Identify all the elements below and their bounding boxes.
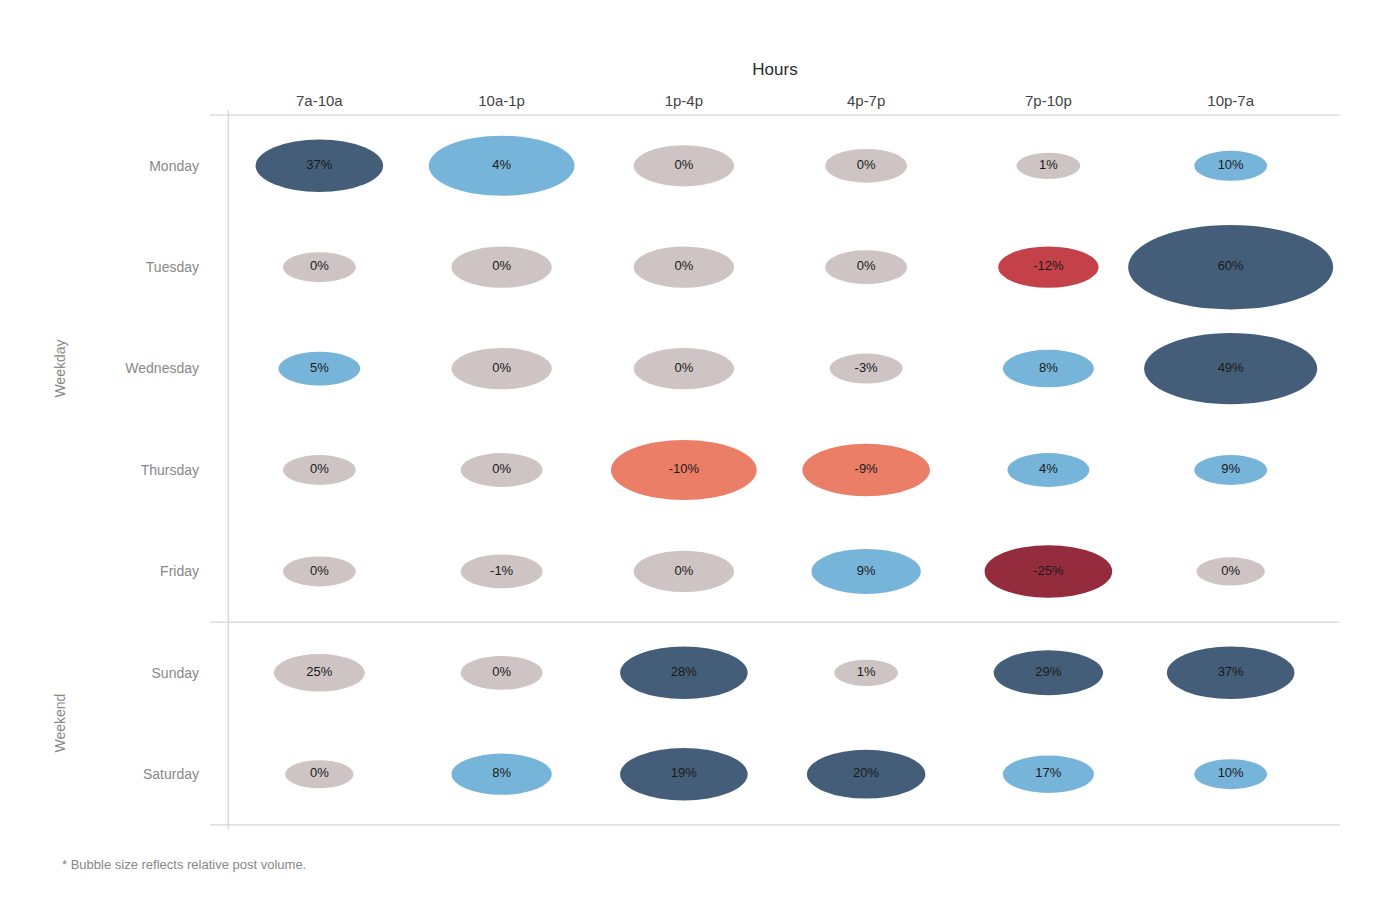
svg-text:-1%: -1% (490, 563, 514, 578)
svg-text:Wednesday: Wednesday (125, 360, 199, 376)
svg-text:-9%: -9% (855, 461, 879, 476)
svg-text:7a-10a: 7a-10a (296, 92, 343, 109)
svg-text:60%: 60% (1218, 258, 1244, 273)
svg-text:10%: 10% (1218, 157, 1244, 172)
svg-text:-25%: -25% (1033, 563, 1064, 578)
svg-text:0%: 0% (857, 157, 876, 172)
svg-text:0%: 0% (674, 157, 693, 172)
svg-text:29%: 29% (1035, 664, 1061, 679)
svg-text:4%: 4% (492, 157, 511, 172)
svg-text:0%: 0% (1221, 563, 1240, 578)
svg-text:Saturday: Saturday (143, 766, 199, 782)
svg-text:0%: 0% (674, 563, 693, 578)
svg-text:9%: 9% (857, 563, 876, 578)
svg-text:25%: 25% (306, 664, 332, 679)
svg-text:1%: 1% (1039, 157, 1058, 172)
svg-text:0%: 0% (492, 461, 511, 476)
svg-text:-10%: -10% (669, 461, 700, 476)
svg-text:0%: 0% (674, 258, 693, 273)
svg-text:20%: 20% (853, 765, 879, 780)
svg-text:4%: 4% (1039, 461, 1058, 476)
svg-text:1p-4p: 1p-4p (665, 92, 703, 109)
svg-text:Tuesday: Tuesday (146, 259, 199, 275)
svg-text:37%: 37% (306, 157, 332, 172)
svg-text:5%: 5% (310, 360, 329, 375)
svg-text:7p-10p: 7p-10p (1025, 92, 1072, 109)
svg-text:Hours: Hours (752, 60, 797, 79)
svg-text:8%: 8% (1039, 360, 1058, 375)
svg-text:-12%: -12% (1033, 258, 1064, 273)
svg-text:0%: 0% (492, 360, 511, 375)
svg-text:8%: 8% (492, 765, 511, 780)
svg-text:Sunday: Sunday (152, 665, 199, 681)
svg-text:28%: 28% (671, 664, 697, 679)
svg-text:0%: 0% (492, 664, 511, 679)
svg-text:Monday: Monday (149, 158, 199, 174)
svg-text:49%: 49% (1218, 360, 1244, 375)
svg-text:10a-1p: 10a-1p (478, 92, 525, 109)
svg-text:Friday: Friday (160, 563, 199, 579)
svg-text:0%: 0% (310, 258, 329, 273)
svg-text:10p-7a: 10p-7a (1207, 92, 1254, 109)
svg-text:-3%: -3% (855, 360, 879, 375)
svg-text:0%: 0% (310, 765, 329, 780)
svg-text:0%: 0% (674, 360, 693, 375)
svg-text:37%: 37% (1218, 664, 1244, 679)
svg-text:9%: 9% (1221, 461, 1240, 476)
svg-text:* Bubble size reflects relativ: * Bubble size reflects relative post vol… (62, 857, 306, 872)
svg-text:0%: 0% (492, 258, 511, 273)
svg-text:19%: 19% (671, 765, 697, 780)
svg-text:Thursday: Thursday (141, 462, 199, 478)
svg-text:17%: 17% (1035, 765, 1061, 780)
svg-text:4p-7p: 4p-7p (847, 92, 885, 109)
svg-text:0%: 0% (857, 258, 876, 273)
svg-text:0%: 0% (310, 461, 329, 476)
svg-text:Weekday: Weekday (52, 339, 68, 397)
svg-text:Weekend: Weekend (52, 694, 68, 753)
svg-text:1%: 1% (857, 664, 876, 679)
svg-text:0%: 0% (310, 563, 329, 578)
svg-text:10%: 10% (1218, 765, 1244, 780)
